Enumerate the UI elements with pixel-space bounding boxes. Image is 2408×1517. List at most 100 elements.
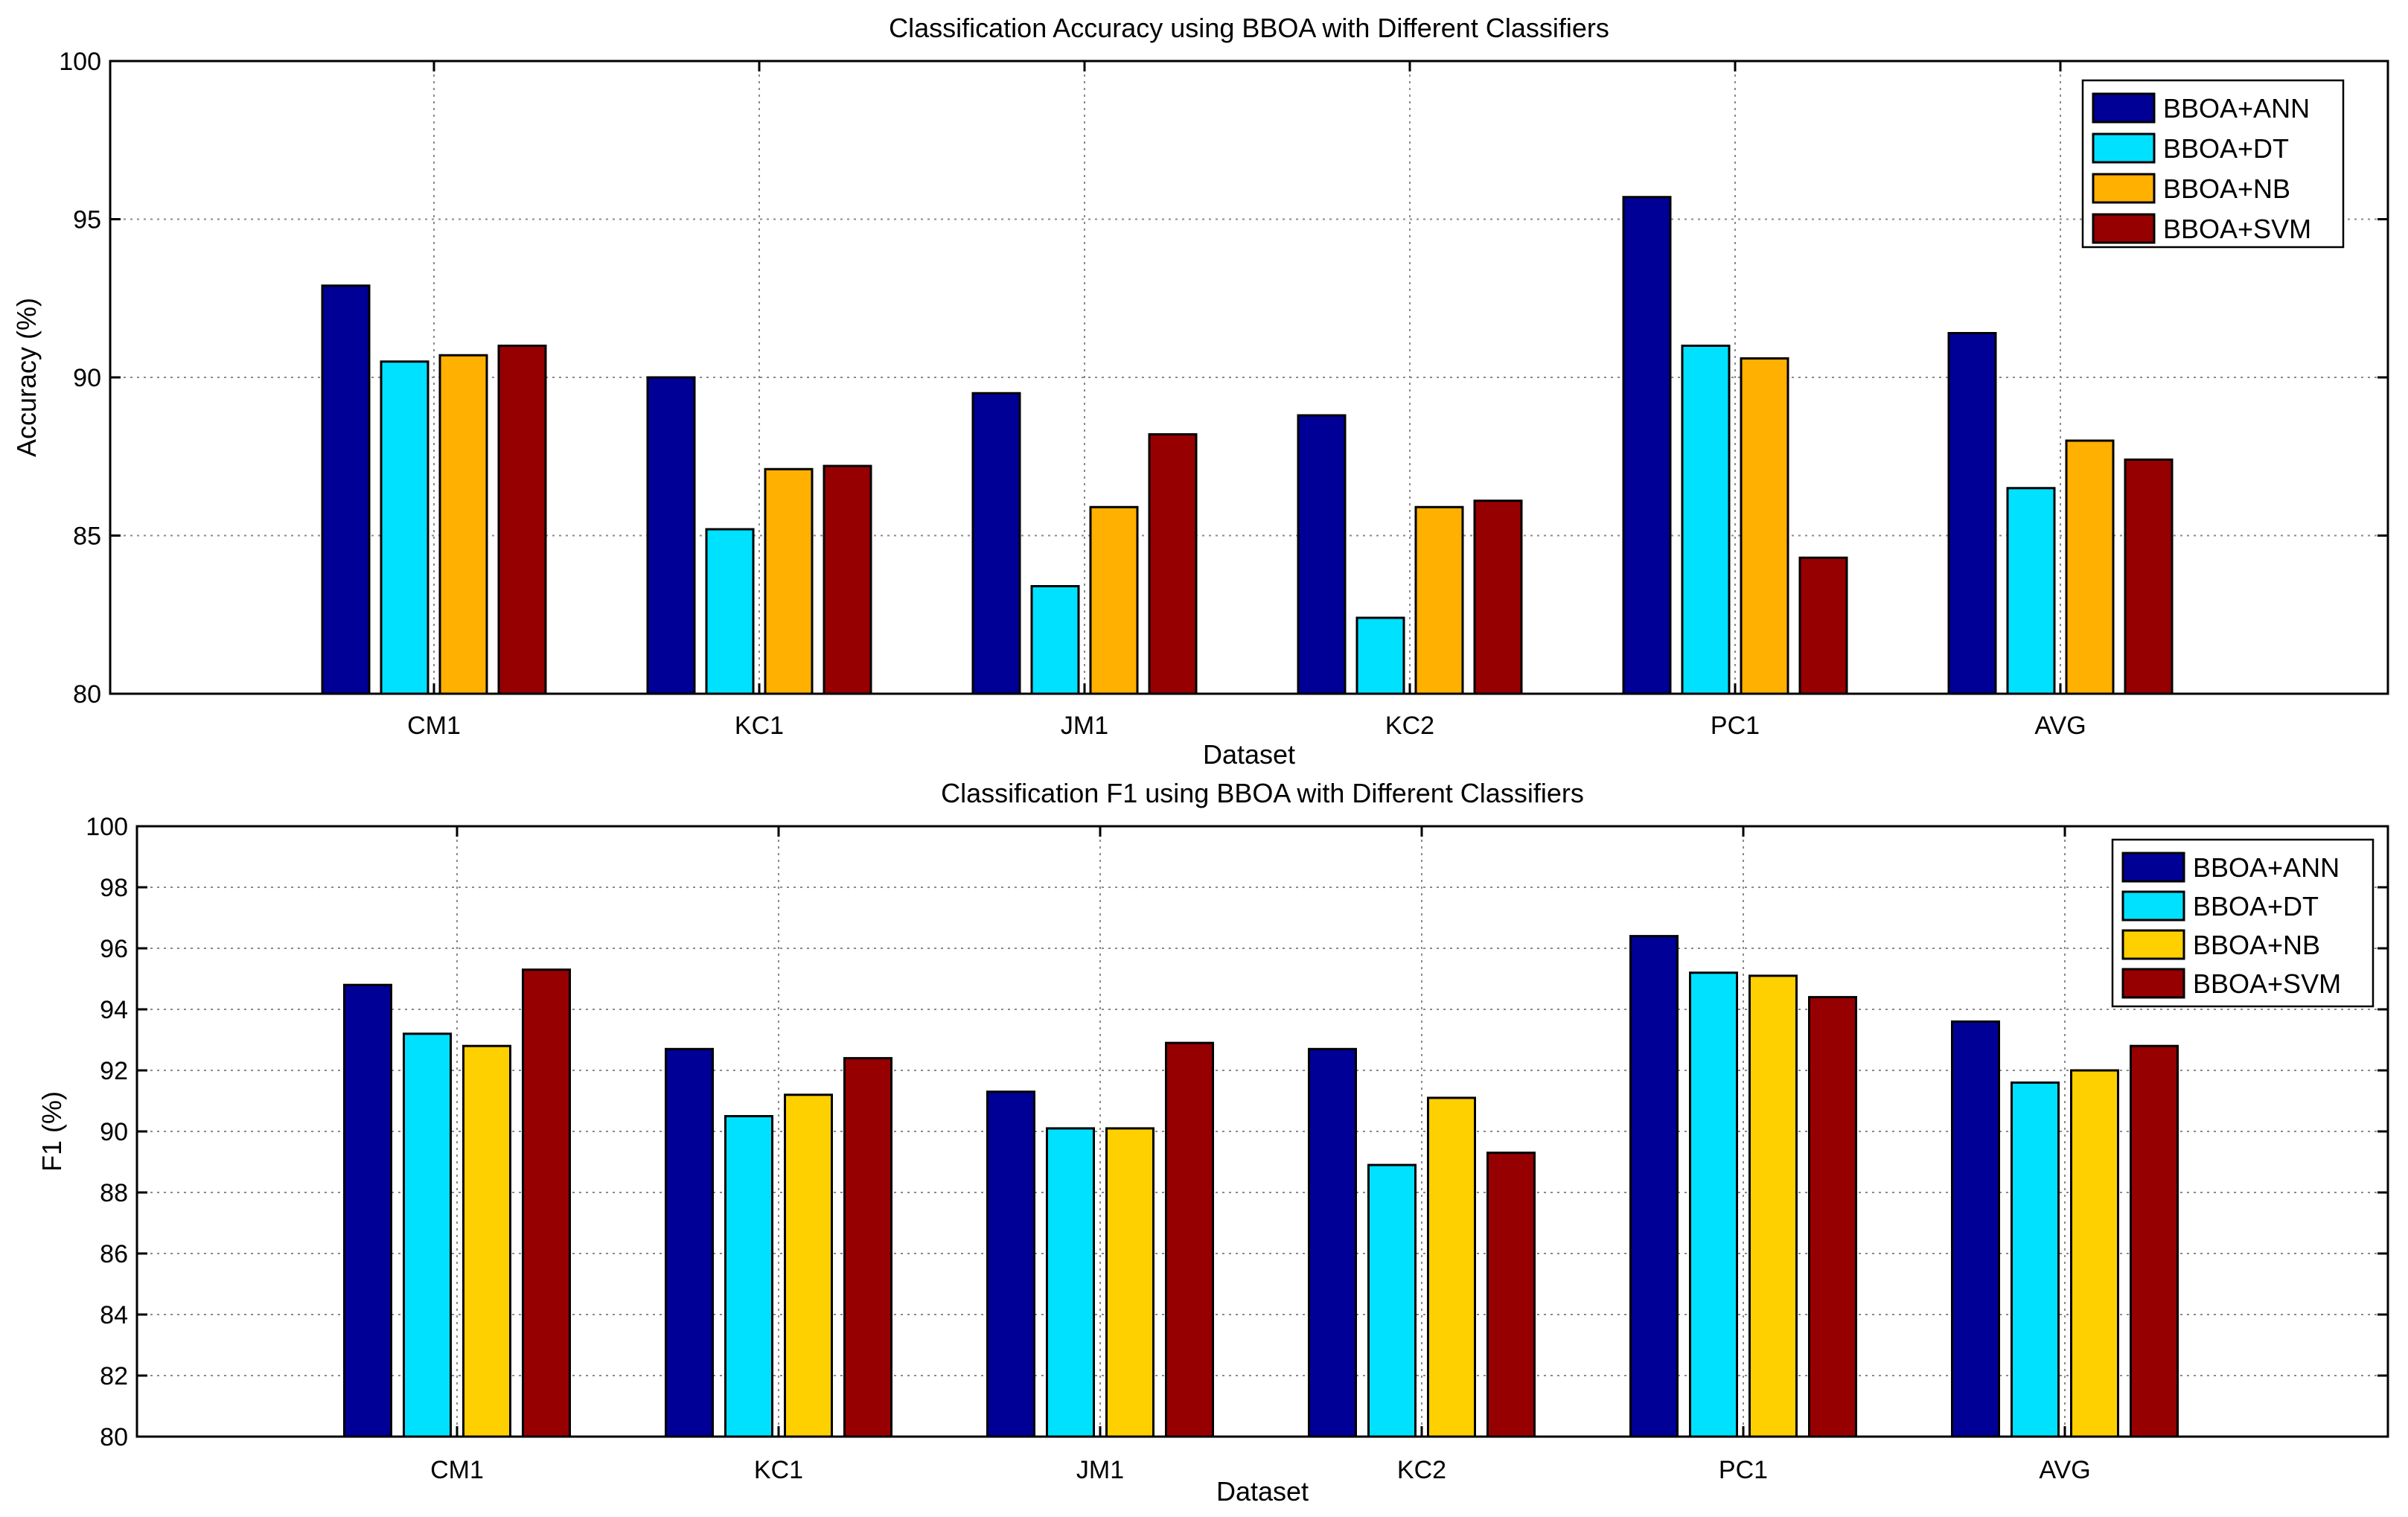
x-tick-label-pc1: PC1 xyxy=(1711,712,1760,740)
legend-label-bboa-svm: BBOA+SVM xyxy=(2193,968,2341,999)
bar-bboa-ann-cm1 xyxy=(343,983,392,1438)
chart-title: Classification Accuracy using BBOA with … xyxy=(889,13,1609,43)
bar-bboa-dt-kc2 xyxy=(1367,1163,1417,1438)
legend-label-bboa-dt: BBOA+DT xyxy=(2193,891,2319,922)
bar-bboa-ann-pc1 xyxy=(1629,935,1679,1438)
y-tick-label: 90 xyxy=(73,364,101,392)
bar-bboa-svm-jm1 xyxy=(1148,433,1198,695)
bar-bboa-nb-jm1 xyxy=(1089,505,1139,695)
bar-bboa-dt-kc1 xyxy=(705,528,755,695)
y-tick-label: 80 xyxy=(73,680,101,709)
x-axis-label: Dataset xyxy=(1216,1476,1309,1507)
legend-label-bboa-nb: BBOA+NB xyxy=(2193,930,2320,960)
legend-swatch-bboa-dt xyxy=(2121,890,2185,922)
y-tick-label: 85 xyxy=(73,523,101,551)
x-tick-label-kc1: KC1 xyxy=(735,712,784,740)
bar-bboa-ann-jm1 xyxy=(986,1090,1035,1438)
bar-bboa-nb-pc1 xyxy=(1748,974,1798,1438)
legend-swatch-bboa-ann xyxy=(2092,92,2156,124)
bar-bboa-nb-cm1 xyxy=(462,1044,511,1438)
bar-bboa-ann-kc2 xyxy=(1297,414,1347,695)
bar-bboa-svm-kc1 xyxy=(843,1057,892,1438)
bar-bboa-ann-avg xyxy=(1951,1020,2000,1438)
bar-bboa-dt-cm1 xyxy=(403,1032,452,1438)
legend: BBOA+ANN BBOA+DT BBOA+NB BBOA+SVM xyxy=(2111,838,2375,1008)
x-axis-label: Dataset xyxy=(1203,739,1295,770)
legend-label-bboa-ann: BBOA+ANN xyxy=(2163,93,2310,124)
legend-label-bboa-nb: BBOA+NB xyxy=(2163,173,2290,204)
y-tick-label: 82 xyxy=(100,1362,128,1390)
y-tick-label: 88 xyxy=(100,1179,128,1207)
bar-bboa-dt-avg xyxy=(2011,1081,2060,1438)
y-tick-label: 84 xyxy=(100,1301,128,1329)
bar-bboa-svm-kc1 xyxy=(823,464,872,695)
bar-bboa-nb-kc2 xyxy=(1427,1096,1476,1438)
x-tick-label-kc2: KC2 xyxy=(1397,1456,1446,1484)
bar-bboa-svm-pc1 xyxy=(1808,996,1857,1438)
bar-bboa-nb-kc1 xyxy=(764,467,814,695)
bar-bboa-svm-cm1 xyxy=(497,345,547,695)
y-tick-label: 96 xyxy=(100,935,128,963)
bar-bboa-dt-kc2 xyxy=(1355,616,1405,695)
y-tick-label: 95 xyxy=(73,206,101,234)
bar-bboa-dt-pc1 xyxy=(1681,345,1731,695)
legend-swatch-bboa-ann xyxy=(2121,852,2185,883)
y-tick-label: 86 xyxy=(100,1240,128,1268)
legend: BBOA+ANN BBOA+DT BBOA+NB BBOA+SVM xyxy=(2081,79,2345,249)
bar-bboa-nb-avg xyxy=(2065,439,2115,695)
x-tick-label-avg: AVG xyxy=(2034,712,2086,740)
legend-label-bboa-ann: BBOA+ANN xyxy=(2193,852,2340,883)
bar-bboa-nb-jm1 xyxy=(1105,1127,1155,1438)
x-tick-label-cm1: CM1 xyxy=(407,712,461,740)
bar-bboa-svm-avg xyxy=(2124,459,2174,695)
legend-swatch-bboa-nb xyxy=(2121,929,2185,960)
bar-bboa-ann-kc2 xyxy=(1308,1047,1357,1438)
x-tick-label-jm1: JM1 xyxy=(1076,1456,1124,1484)
y-tick-label: 90 xyxy=(100,1118,128,1146)
bar-bboa-ann-kc1 xyxy=(646,376,696,695)
accuracy-chart: 80 85 90 95 100 CM1 KC1 JM1 KC2 PC1 AVG Classificat… xyxy=(11,13,2389,770)
legend-swatch-bboa-svm xyxy=(2092,213,2156,244)
plot-frame xyxy=(135,825,2389,1438)
x-tick-label-avg: AVG xyxy=(2039,1456,2090,1484)
bar-bboa-nb-pc1 xyxy=(1740,357,1789,695)
bar-bboa-dt-jm1 xyxy=(1046,1127,1095,1438)
bar-bboa-ann-cm1 xyxy=(321,284,371,695)
bar-bboa-svm-kc2 xyxy=(1486,1152,1536,1438)
bar-bboa-svm-pc1 xyxy=(1798,556,1848,695)
bar-bboa-nb-kc2 xyxy=(1414,505,1464,695)
bar-bboa-ann-kc1 xyxy=(665,1047,714,1438)
legend-label-bboa-dt: BBOA+DT xyxy=(2163,133,2289,164)
x-tick-label-kc2: KC2 xyxy=(1385,712,1434,740)
y-tick-label: 98 xyxy=(100,874,128,902)
bar-bboa-dt-jm1 xyxy=(1030,585,1080,695)
bar-bboa-ann-jm1 xyxy=(971,392,1021,695)
bar-bboa-svm-cm1 xyxy=(522,968,571,1438)
y-tick-label: 100 xyxy=(86,813,128,841)
bar-bboa-dt-cm1 xyxy=(380,360,429,695)
bar-bboa-ann-pc1 xyxy=(1622,196,1672,695)
bar-bboa-dt-kc1 xyxy=(724,1115,773,1438)
plot-frame xyxy=(109,60,2389,695)
x-tick-label-cm1: CM1 xyxy=(430,1456,484,1484)
bar-bboa-dt-pc1 xyxy=(1689,971,1738,1438)
legend-swatch-bboa-nb xyxy=(2092,173,2156,204)
y-axis-label: Accuracy (%) xyxy=(11,298,42,457)
y-tick-label: 100 xyxy=(59,48,101,76)
bar-bboa-nb-cm1 xyxy=(438,354,488,695)
y-axis-label: F1 (%) xyxy=(36,1091,67,1172)
bar-bboa-dt-avg xyxy=(2006,487,2056,695)
legend-swatch-bboa-svm xyxy=(2121,968,2185,999)
x-tick-label-kc1: KC1 xyxy=(754,1456,803,1484)
y-tick-label: 80 xyxy=(100,1423,128,1451)
y-tick-label: 92 xyxy=(100,1057,128,1085)
legend-swatch-bboa-dt xyxy=(2092,132,2156,164)
bar-bboa-svm-jm1 xyxy=(1165,1041,1214,1438)
bar-bboa-nb-kc1 xyxy=(784,1093,833,1438)
x-tick-label-pc1: PC1 xyxy=(1719,1456,1768,1484)
legend-label-bboa-svm: BBOA+SVM xyxy=(2163,214,2311,244)
bar-bboa-svm-kc2 xyxy=(1473,499,1523,695)
f1-chart: 80 82 84 86 88 90 92 94 96 98 100 CM1 KC1 JM1 KC2 PC1 AV… xyxy=(36,778,2389,1507)
bar-bboa-ann-avg xyxy=(1947,332,1997,695)
